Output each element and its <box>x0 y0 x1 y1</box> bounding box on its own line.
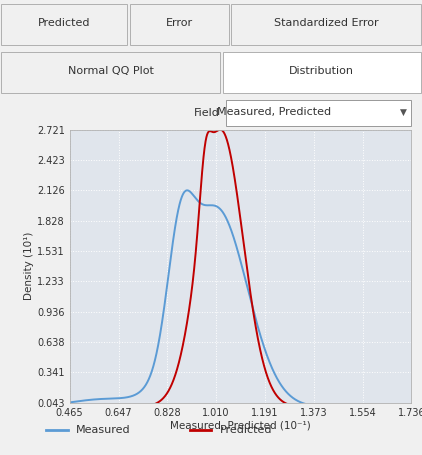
Text: Measured, Predicted: Measured, Predicted <box>217 107 331 117</box>
FancyBboxPatch shape <box>130 4 229 45</box>
Text: Normal QQ Plot: Normal QQ Plot <box>68 66 154 76</box>
Text: Predicted: Predicted <box>219 425 272 435</box>
FancyBboxPatch shape <box>223 51 421 93</box>
Text: Field: Field <box>194 108 219 117</box>
Text: Distribution: Distribution <box>289 66 354 76</box>
X-axis label: Measured, Predicted (10⁻¹): Measured, Predicted (10⁻¹) <box>170 420 311 430</box>
Text: Error: Error <box>166 18 193 28</box>
FancyBboxPatch shape <box>226 100 411 126</box>
Y-axis label: Density (10¹): Density (10¹) <box>24 232 34 300</box>
Text: Predicted: Predicted <box>38 18 91 28</box>
FancyBboxPatch shape <box>1 4 127 45</box>
Text: Standardized Error: Standardized Error <box>274 18 378 28</box>
Text: ▼: ▼ <box>400 107 406 116</box>
Text: Measured: Measured <box>76 425 130 435</box>
FancyBboxPatch shape <box>1 51 220 93</box>
FancyBboxPatch shape <box>231 4 421 45</box>
